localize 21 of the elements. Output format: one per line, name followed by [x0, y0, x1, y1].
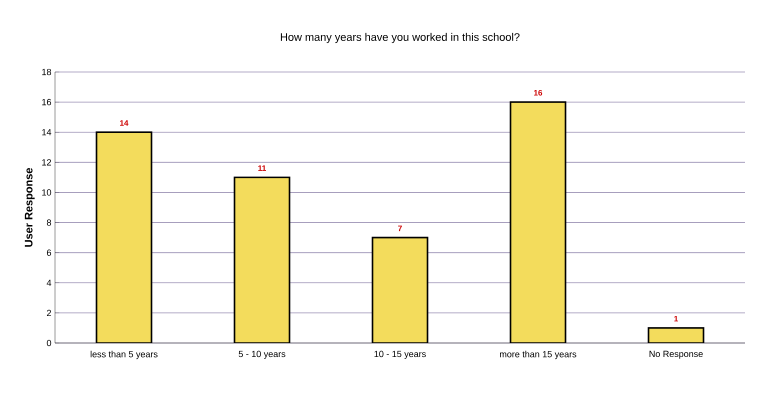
bar — [96, 131, 152, 343]
x-tick-label: 10 - 15 years — [374, 350, 426, 359]
y-tick-label: 6 — [46, 249, 52, 256]
y-tick-label: 12 — [42, 159, 52, 166]
y-tick-label: 4 — [46, 280, 52, 286]
y-tick-label: 2 — [46, 310, 52, 316]
x-tick-label: more than 15 years — [500, 350, 576, 360]
y-tick-label: 10 — [42, 189, 52, 196]
y-tick-label: 14 — [42, 129, 52, 136]
chart-title: How many years have you worked in this school? — [280, 32, 520, 44]
bar — [234, 176, 290, 343]
x-tick-label: No Response — [650, 350, 703, 359]
y-tick-label: 8 — [46, 219, 52, 226]
y-tick-label: 16 — [42, 98, 52, 106]
x-tick-label: less than 5 years — [90, 350, 158, 360]
y-axis-title: User Response — [24, 168, 35, 247]
bar — [510, 101, 566, 343]
x-tick-label: 5 - 10 years — [238, 350, 286, 359]
bar — [372, 236, 428, 343]
y-tick-label: 18 — [42, 68, 52, 76]
y-tick-label: 0 — [46, 340, 52, 346]
